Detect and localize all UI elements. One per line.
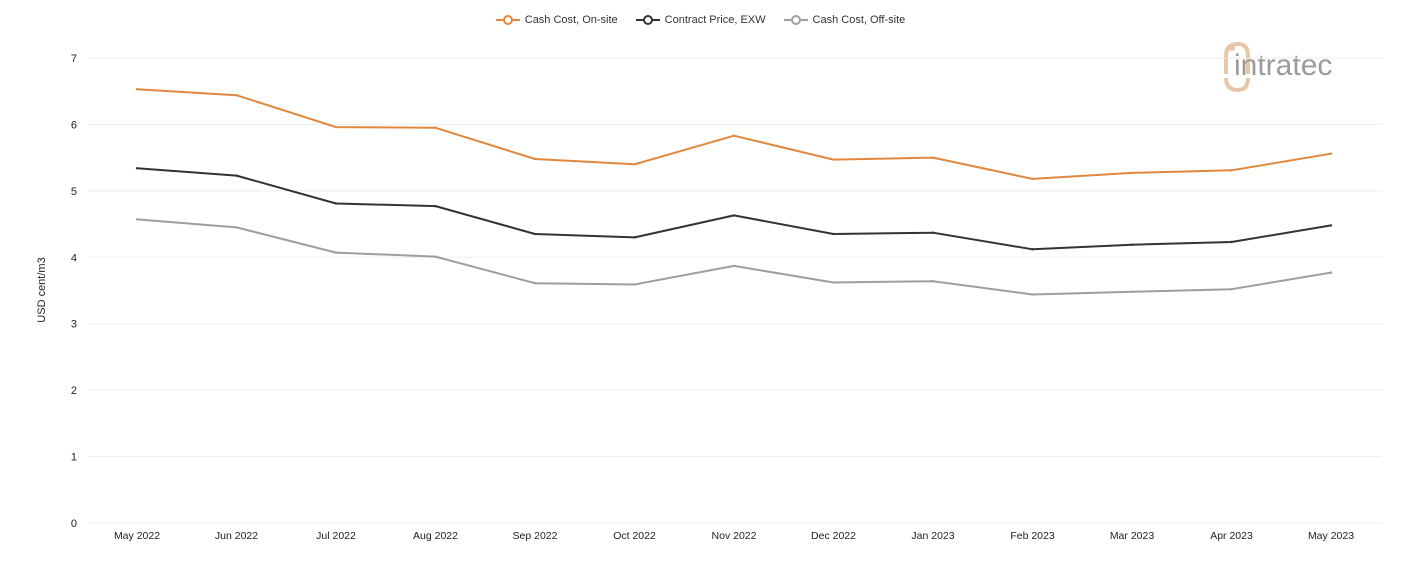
x-axis-ticks: May 2022 Jun 2022 Jul 2022 Aug 2022 Sep 2022…: [114, 530, 1354, 542]
x-tick-label: May 2023: [1308, 530, 1354, 542]
legend-item[interactable]: Contract Price, EXW: [635, 14, 766, 26]
data-point: [135, 218, 139, 221]
data-point: [832, 158, 835, 161]
data-point: [1329, 271, 1333, 274]
y-tick-label: 1: [71, 452, 77, 464]
data-point: [931, 156, 935, 159]
data-point: [732, 134, 736, 137]
x-tick-label: Dec 2022: [811, 530, 856, 542]
data-point: [533, 281, 537, 285]
data-point: [732, 214, 736, 217]
data-point: [235, 226, 238, 229]
data-point: [1230, 240, 1233, 244]
series-line-2: [136, 218, 1332, 296]
x-tick-label: Jun 2022: [215, 530, 258, 542]
data-point: [732, 264, 736, 268]
y-axis-label: USD cent/m3: [36, 257, 48, 323]
data-point: [434, 255, 437, 258]
data-point: [633, 283, 636, 286]
grid-lines: [88, 57, 1382, 524]
data-point: [1329, 224, 1333, 227]
data-point: [931, 280, 935, 283]
series-line-0: [136, 88, 1332, 180]
data-point: [1031, 293, 1034, 296]
x-tick-label: Jul 2022: [316, 530, 356, 542]
data-point: [1329, 152, 1333, 155]
legend-marker-icon: [783, 15, 808, 25]
x-tick-label: Sep 2022: [513, 530, 558, 542]
legend-item[interactable]: Cash Cost, On-site: [495, 14, 618, 26]
data-point: [1031, 248, 1034, 251]
legend-marker-icon: [495, 15, 520, 25]
data-point: [1130, 243, 1134, 246]
data-point: [633, 236, 636, 239]
data-point: [235, 94, 238, 97]
data-point: [533, 157, 537, 161]
data-point: [832, 281, 835, 284]
data-point: [1130, 171, 1134, 175]
logo-text: intratec: [1234, 49, 1332, 82]
y-tick-label: 3: [71, 319, 77, 331]
data-point: [334, 251, 338, 254]
y-tick-label: 6: [71, 119, 77, 131]
x-tick-label: Oct 2022: [613, 530, 656, 542]
data-point: [633, 163, 636, 166]
data-point: [434, 204, 437, 208]
data-point: [533, 232, 537, 236]
x-tick-label: Mar 2023: [1110, 530, 1155, 542]
data-point: [135, 88, 139, 91]
y-tick-label: 5: [71, 186, 77, 198]
legend-item[interactable]: Cash Cost, Off-site: [783, 14, 906, 26]
x-tick-label: Nov 2022: [712, 530, 757, 542]
x-tick-label: Aug 2022: [413, 530, 458, 542]
legend-label: Cash Cost, Off-site: [812, 14, 906, 26]
intratec-logo: intratec: [1224, 41, 1332, 93]
y-tick-label: 7: [71, 53, 77, 65]
y-tick-label: 4: [71, 252, 77, 264]
x-tick-label: May 2022: [114, 530, 160, 542]
legend-label: Contract Price, EXW: [664, 14, 766, 26]
y-tick-label: 0: [71, 518, 77, 530]
data-point: [931, 231, 935, 234]
data-point: [1230, 287, 1233, 291]
data-point: [135, 167, 139, 170]
data-point: [1130, 290, 1134, 294]
data-point: [832, 232, 835, 236]
data-point: [1230, 169, 1233, 172]
data-point: [1031, 177, 1034, 181]
x-tick-label: Jan 2023: [911, 530, 954, 542]
chart-legend: Cash Cost, On-site Contract Price, EXW Cas…: [0, 14, 1401, 26]
x-tick-label: Apr 2023: [1210, 530, 1253, 542]
data-point: [334, 125, 338, 129]
series-line-1: [136, 167, 1332, 251]
y-axis-ticks: 0 1 2 3 4 5 6 7: [71, 53, 77, 530]
data-point: [235, 174, 238, 177]
legend-marker-icon: [635, 15, 660, 25]
data-point: [334, 202, 338, 205]
data-point: [434, 126, 437, 129]
series-lines: [135, 88, 1333, 296]
legend-label: Cash Cost, On-site: [524, 14, 618, 26]
x-tick-label: Feb 2023: [1010, 530, 1055, 542]
y-tick-label: 2: [71, 385, 77, 397]
